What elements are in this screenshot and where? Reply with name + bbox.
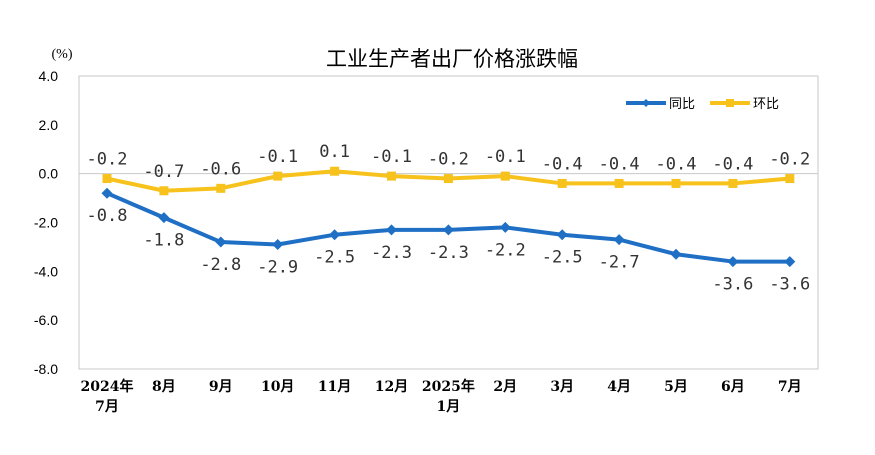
x-tick-label: 9月 [209, 379, 233, 395]
y-tick-label: 2.0 [39, 117, 59, 133]
data-point [785, 174, 795, 184]
data-point [386, 224, 397, 236]
data-label: -2.9 [257, 257, 298, 277]
data-point [215, 236, 227, 248]
data-point [613, 234, 625, 246]
data-point [557, 178, 567, 188]
data-label: -2.8 [200, 255, 241, 275]
x-tick-label: 11月 [318, 379, 351, 395]
x-tick-label: 8月 [152, 379, 176, 395]
data-labels: -0.8 -1.8 -2.8 -2.9 -2.5 -2.3 -2.3 -2.2 -2.5 -2.7… [87, 142, 811, 294]
data-point [329, 229, 341, 241]
data-point [671, 178, 681, 188]
y-unit-label: (%) [52, 47, 73, 62]
y-axis: 4.0 2.0 0.0 -2.0 -4.0 -6.0 -8.0 [34, 68, 58, 377]
data-label: -2.5 [542, 248, 583, 268]
x-tick-label: 4月 [607, 379, 631, 395]
series-layer [101, 166, 796, 268]
y-tick-label: 4.0 [39, 68, 59, 84]
data-point [159, 186, 169, 196]
data-point [272, 238, 284, 250]
x-tick-label: 2025年 [422, 378, 475, 395]
data-point [443, 174, 453, 184]
data-point [499, 221, 511, 233]
data-point [670, 248, 682, 260]
data-point [330, 166, 340, 176]
x-tick-label: 10月 [261, 379, 294, 395]
data-point [387, 171, 396, 181]
y-tick-label: -4.0 [34, 263, 58, 279]
y-tick-label: -6.0 [34, 312, 58, 328]
data-label: -0.7 [143, 162, 184, 182]
y-tick-label: -8.0 [34, 361, 58, 377]
data-label: -0.6 [200, 159, 241, 179]
data-label: -0.2 [769, 150, 810, 170]
x-tick-label: 5月 [664, 379, 688, 395]
x-tick-label: 3月 [550, 379, 574, 395]
x-tick-label: 7月 [778, 379, 802, 395]
data-point [158, 212, 170, 224]
legend-marker [726, 99, 734, 107]
x-tick-label: 1月 [437, 399, 461, 415]
x-tick-label: 7月 [95, 399, 119, 415]
data-label: -0.4 [656, 154, 697, 174]
x-tick-label: 12月 [375, 379, 408, 395]
data-label: -0.2 [87, 150, 128, 170]
chart-title: 工业生产者出厂价格涨跌幅 [326, 47, 578, 71]
data-point [442, 224, 454, 236]
data-point [556, 229, 568, 241]
data-point [216, 183, 226, 193]
y-tick-label: -2.0 [34, 215, 58, 231]
data-point [500, 171, 510, 181]
data-point [784, 256, 796, 268]
data-point [728, 178, 738, 188]
data-label: -3.6 [769, 275, 810, 295]
data-label: -0.4 [599, 154, 640, 174]
legend-marker [642, 99, 650, 107]
data-label: -0.8 [87, 206, 128, 226]
y-tick-label: 0.0 [39, 166, 59, 182]
legend-label: 环比 [753, 97, 779, 112]
data-label: -0.4 [712, 154, 753, 174]
data-label: -2.3 [428, 243, 469, 263]
data-label: -0.1 [485, 147, 526, 167]
data-point [102, 174, 112, 184]
data-label: -1.8 [143, 231, 184, 251]
data-label: -0.1 [257, 147, 298, 167]
data-label: -2.7 [599, 253, 640, 273]
data-label: -2.3 [371, 243, 412, 263]
legend-label: 同比 [669, 97, 695, 112]
data-point [614, 178, 624, 188]
x-tick-label: 2月 [493, 379, 517, 395]
data-label: -3.6 [712, 275, 753, 295]
data-point [727, 256, 739, 268]
data-label: -0.2 [428, 150, 469, 170]
data-label: -0.4 [542, 154, 583, 174]
legend: 同比 环比 [626, 97, 779, 112]
data-label: -2.2 [485, 240, 526, 260]
x-tick-label: 2024年 [81, 378, 134, 395]
data-point [273, 171, 283, 181]
data-point [101, 187, 113, 199]
data-label: 0.1 [319, 142, 350, 162]
data-label: -0.1 [371, 147, 412, 167]
plot-area [78, 75, 819, 370]
x-axis: 2024年 7月 8月 9月 10月 11月 12月 2025年 1月 2月 3月 4月 5月 6月 7月 [81, 378, 802, 415]
data-label: -2.5 [314, 248, 355, 268]
x-tick-label: 6月 [721, 379, 745, 395]
